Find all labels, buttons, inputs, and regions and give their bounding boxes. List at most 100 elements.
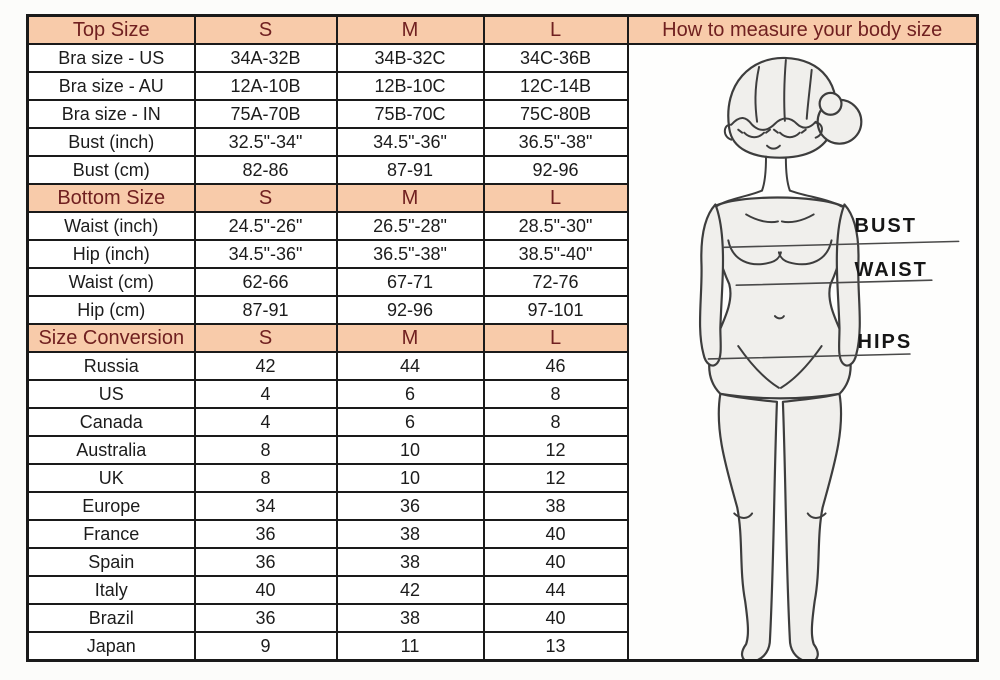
section-header-row: Size Conversion S M L: [26, 323, 978, 353]
size-value-cell: 67-71: [335, 267, 485, 297]
size-value-cell: 8: [482, 407, 629, 437]
table-row: Bra size - US 34A-32B 34B-32C 34C-36B: [26, 43, 979, 662]
section-header-row: Bottom Size S M L: [26, 183, 978, 213]
size-col-header: S: [193, 14, 338, 45]
size-value-cell: 4: [193, 379, 338, 409]
table-row: Europe 34 36 38: [26, 491, 978, 521]
table-row: Waist (cm) 62-66 67-71 72-76: [26, 267, 978, 297]
hips-measure-line: [707, 353, 911, 360]
measure-panel-title: How to measure your body size: [626, 14, 979, 45]
measure-illustration-cell: BUST WAIST HIPS: [626, 43, 979, 662]
table-row: Italy 40 42 44: [26, 575, 978, 605]
row-label: Brazil: [26, 603, 196, 633]
size-value-cell: 13: [482, 631, 629, 662]
size-col-header: M: [335, 183, 485, 213]
row-label: Bust (cm): [26, 155, 196, 185]
size-value-cell: 40: [482, 603, 629, 633]
table-row: Japan 9 11 13: [26, 631, 978, 662]
size-value-cell: 6: [335, 407, 485, 437]
size-value-cell: 32.5"-34": [193, 127, 338, 157]
size-col-header: S: [193, 183, 338, 213]
size-value-cell: 40: [193, 575, 338, 605]
size-value-cell: 8: [482, 379, 629, 409]
row-label: Russia: [26, 351, 196, 381]
size-value-cell: 46: [482, 351, 629, 381]
size-value-cell: 12: [482, 435, 629, 465]
table-row: Canada 4 6 8: [26, 407, 978, 437]
table-row: UK 8 10 12: [26, 463, 978, 493]
row-label: Italy: [26, 575, 196, 605]
row-label: France: [26, 519, 196, 549]
table-row: Spain 36 38 40: [26, 547, 978, 577]
size-value-cell: 38: [335, 519, 485, 549]
size-value-cell: 10: [335, 463, 485, 493]
row-label: Japan: [26, 631, 196, 662]
size-value-cell: 97-101: [482, 295, 629, 325]
size-value-cell: 34B-32C: [335, 43, 485, 73]
size-value-cell: 12B-10C: [335, 71, 485, 101]
row-label: Hip (cm): [26, 295, 196, 325]
size-value-cell: 28.5"-30": [482, 211, 629, 241]
size-value-cell: 26.5"-28": [335, 211, 485, 241]
waist-label: WAIST: [854, 259, 928, 281]
size-value-cell: 38: [482, 491, 629, 521]
size-value-cell: 87-91: [335, 155, 485, 185]
row-label: Europe: [26, 491, 196, 521]
waist-measure-line: [734, 279, 933, 287]
size-value-cell: 36.5"-38": [482, 127, 629, 157]
table-row: Hip (cm) 87-91 92-96 97-101: [26, 295, 978, 325]
row-label: Spain: [26, 547, 196, 577]
size-value-cell: 34C-36B: [482, 43, 629, 73]
size-value-cell: 40: [482, 547, 629, 577]
size-value-cell: 38: [335, 547, 485, 577]
size-col-header: L: [482, 323, 629, 353]
size-value-cell: 34: [193, 491, 338, 521]
body-figure-illustration: [698, 56, 959, 659]
table-row: Waist (inch) 24.5"-26" 26.5"-28" 28.5"-30": [26, 211, 978, 241]
table-row: Brazil 36 38 40: [26, 603, 978, 633]
row-label: UK: [26, 463, 196, 493]
size-value-cell: 4: [193, 407, 338, 437]
size-value-cell: 12C-14B: [482, 71, 629, 101]
table-row: Bra size - IN 75A-70B 75B-70C 75C-80B: [26, 99, 978, 129]
table-row: Australia 8 10 12: [26, 435, 978, 465]
row-label: Canada: [26, 407, 196, 437]
size-value-cell: 8: [193, 463, 338, 493]
size-value-cell: 38.5"-40": [482, 239, 629, 269]
size-value-cell: 6: [335, 379, 485, 409]
size-value-cell: 87-91: [193, 295, 338, 325]
row-label: Waist (inch): [26, 211, 196, 241]
size-value-cell: 44: [482, 575, 629, 605]
size-value-cell: 44: [335, 351, 485, 381]
table-row: Hip (inch) 34.5"-36" 36.5"-38" 38.5"-40": [26, 239, 978, 269]
size-value-cell: 24.5"-26": [193, 211, 338, 241]
table-row: France 36 38 40: [26, 519, 978, 549]
size-value-cell: 36: [193, 547, 338, 577]
size-value-cell: 82-86: [193, 155, 338, 185]
row-label: Waist (cm): [26, 267, 196, 297]
size-value-cell: 34.5"-36": [335, 127, 485, 157]
size-value-cell: 8: [193, 435, 338, 465]
size-value-cell: 75A-70B: [193, 99, 338, 129]
size-value-cell: 9: [193, 631, 338, 662]
bust-measure-line: [723, 240, 959, 249]
size-value-cell: 72-76: [482, 267, 629, 297]
table-row: Bust (cm) 82-86 87-91 92-96: [26, 155, 978, 185]
size-value-cell: 36: [193, 519, 338, 549]
size-value-cell: 12A-10B: [193, 71, 338, 101]
row-label: US: [26, 379, 196, 409]
size-value-cell: 10: [335, 435, 485, 465]
size-col-header: M: [335, 323, 485, 353]
size-value-cell: 36: [193, 603, 338, 633]
size-value-cell: 42: [193, 351, 338, 381]
table-row: Russia 42 44 46: [26, 351, 978, 381]
size-value-cell: 92-96: [482, 155, 629, 185]
bust-label: BUST: [854, 215, 917, 237]
table-row: US 4 6 8: [26, 379, 978, 409]
size-col-header: S: [193, 323, 338, 353]
row-label: Hip (inch): [26, 239, 196, 269]
size-value-cell: 34A-32B: [193, 43, 338, 73]
size-value-cell: 75B-70C: [335, 99, 485, 129]
hips-label: HIPS: [857, 331, 913, 353]
section-header-row: Top Size S M L How to measure your body size: [26, 14, 979, 45]
